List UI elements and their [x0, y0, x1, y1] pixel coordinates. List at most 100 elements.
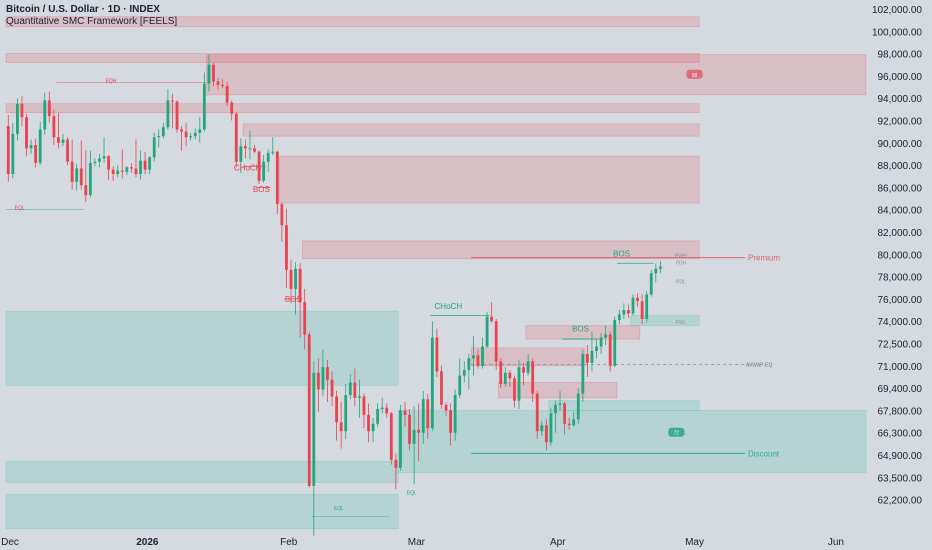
candle	[490, 302, 494, 323]
candle	[171, 93, 174, 129]
candle-body	[544, 425, 548, 443]
candle-body	[234, 113, 238, 162]
candle	[93, 158, 97, 167]
annotation-bos: BOS	[285, 295, 302, 304]
candle	[75, 163, 79, 191]
demand-zone-14	[5, 461, 399, 483]
candle	[57, 112, 60, 149]
candle-body	[430, 337, 434, 429]
candle-body	[649, 273, 653, 295]
candle	[417, 403, 421, 462]
annotation-bos: BOS	[572, 325, 589, 334]
candle	[271, 137, 275, 156]
candle	[294, 262, 297, 315]
candle-body	[34, 145, 38, 163]
candle	[554, 400, 557, 433]
candle-body	[207, 64, 211, 84]
candle	[262, 155, 266, 183]
candle-body	[526, 361, 530, 373]
candle-body	[344, 395, 348, 432]
annotation-bos: BOS	[253, 185, 270, 194]
symbol-title[interactable]: Bitcoin / U.S. Dollar · 1D · INDEX	[6, 4, 160, 15]
candle-body	[198, 129, 202, 133]
y-tick-label: 98,000.00	[878, 50, 923, 61]
candle	[102, 137, 106, 163]
candle	[321, 349, 325, 397]
candle-body	[549, 413, 553, 443]
candle-body	[522, 367, 525, 373]
y-tick-label: 74,000.00	[878, 317, 923, 328]
candle	[66, 137, 69, 166]
candle-body	[654, 268, 658, 274]
candle-body	[134, 168, 138, 175]
y-tick-label: 96,000.00	[878, 72, 923, 83]
candle	[631, 294, 635, 316]
candle	[394, 453, 398, 490]
candle-body	[449, 410, 452, 433]
candle-body	[576, 393, 580, 420]
candle	[362, 393, 366, 429]
candle-body	[157, 136, 161, 138]
candle	[481, 337, 484, 369]
y-tick-label: 67,800.00	[878, 406, 923, 417]
candle-body	[440, 371, 443, 405]
candle-body	[444, 404, 448, 411]
candle-body	[531, 361, 535, 394]
candle	[476, 349, 480, 369]
candle	[485, 312, 489, 348]
candle	[16, 98, 19, 141]
candle-body	[248, 148, 252, 150]
candle-body	[271, 151, 275, 153]
candle	[421, 390, 425, 444]
candle	[161, 122, 165, 139]
indicator-name[interactable]: Quantitative SMC Framework [FEELS]	[6, 16, 178, 27]
candle	[152, 132, 156, 162]
candle-body	[16, 103, 19, 134]
chart-header: Bitcoin / U.S. Dollar · 1D · INDEX Quant…	[6, 4, 177, 28]
candle	[184, 122, 188, 147]
y-axis: 102,000.00 100,000.00 98,000.00 96,000.00 94…	[872, 5, 922, 507]
candle	[225, 81, 229, 107]
candle-body	[93, 161, 97, 163]
candle-body	[554, 404, 557, 414]
candle-body	[508, 372, 512, 379]
candle-body	[280, 204, 284, 226]
candle	[275, 150, 279, 215]
candle-body	[184, 131, 188, 138]
candle-body	[61, 139, 65, 143]
candle-body	[107, 156, 110, 170]
candle	[107, 155, 110, 180]
candle	[84, 150, 88, 202]
annotation-pdh: PDH	[676, 260, 687, 266]
supply-zone-3	[5, 103, 700, 113]
candle-body	[38, 129, 42, 163]
candle-body	[303, 302, 307, 335]
candle	[253, 145, 256, 153]
candle-body	[426, 399, 430, 429]
candle-body	[285, 225, 288, 270]
y-tick-label: 82,000.00	[878, 228, 923, 239]
x-axis: Dec 2026 Feb Mar Apr May Jun	[1, 537, 844, 548]
x-tick-label: 2026	[136, 537, 159, 548]
candle-body	[367, 414, 370, 432]
candle	[116, 165, 120, 178]
y-tick-label: 90,000.00	[878, 139, 923, 150]
candle-body	[490, 316, 494, 322]
demand-zone-15	[5, 494, 399, 530]
candle	[6, 114, 10, 182]
candle	[25, 113, 28, 157]
candle-body	[604, 334, 608, 338]
y-tick-label: 80,000.00	[878, 250, 923, 261]
candle-body	[467, 358, 471, 370]
score-badge-text: 72	[674, 431, 680, 437]
candle	[430, 321, 434, 432]
candle-body	[540, 425, 544, 432]
candle	[627, 304, 630, 318]
candle-body	[408, 414, 411, 444]
x-tick-label: May	[685, 537, 704, 548]
candle-body	[458, 375, 462, 396]
candle-body	[353, 382, 357, 398]
candle	[38, 121, 42, 166]
candle	[353, 368, 357, 407]
